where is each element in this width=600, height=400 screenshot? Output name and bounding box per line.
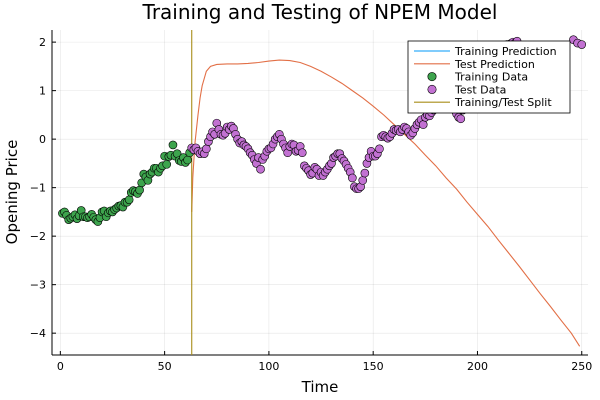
test-data-point	[358, 176, 368, 185]
x-tick-label: 100	[258, 360, 279, 373]
training-data-point	[162, 160, 172, 169]
test-data-point	[456, 114, 466, 124]
x-tick-label: 150	[363, 360, 384, 373]
test-data-point	[360, 168, 370, 178]
line-series	[191, 30, 581, 355]
legend-marker-test-data	[427, 84, 437, 94]
x-tick-label: 200	[467, 360, 488, 373]
legend-label-training-data: Training Data	[454, 71, 528, 84]
x-tick-label: 250	[571, 360, 592, 373]
x-tick-label: 0	[57, 360, 64, 373]
legend-label-training-prediction: Training Prediction	[454, 45, 557, 58]
legend-marker-training-data	[427, 72, 437, 82]
y-tick-label: −3	[30, 279, 46, 292]
test-data-point	[418, 120, 428, 129]
legend-label-test-data: Test Data	[454, 83, 506, 96]
training-data-point	[183, 155, 192, 165]
y-axis-label: Opening Price	[3, 140, 21, 245]
test-data-point	[202, 144, 211, 154]
y-tick-label: −1	[30, 182, 46, 195]
x-tick-labels: 0 50 100 150 200 250	[57, 360, 592, 373]
test-data-point	[348, 173, 357, 183]
test-data-point	[256, 164, 265, 174]
x-tick-label: 50	[158, 360, 172, 373]
test-prediction-line	[191, 59, 581, 347]
y-tick-label: −2	[30, 230, 46, 243]
y-tick-labels: −4 −3 −2 −1 0 1 2	[30, 36, 46, 340]
test-data-point	[577, 40, 587, 49]
test-data-point	[297, 148, 307, 158]
y-tick-label: −4	[30, 327, 46, 340]
training-data-point	[135, 185, 144, 195]
legend-label-training-test-split: Training/Test Split	[454, 96, 552, 109]
y-tick-label: 2	[39, 36, 46, 49]
y-tick-label: 0	[39, 133, 46, 146]
training-data-point	[168, 140, 178, 150]
test-data-point	[375, 144, 384, 154]
x-axis-label: Time	[301, 378, 339, 396]
chart-title: Training and Testing of NPEM Model	[142, 0, 498, 24]
y-tick-label: 1	[39, 85, 46, 98]
training-data-point	[124, 195, 134, 205]
axes	[51, 30, 588, 356]
legend-label-test-prediction: Test Prediction	[454, 58, 535, 71]
